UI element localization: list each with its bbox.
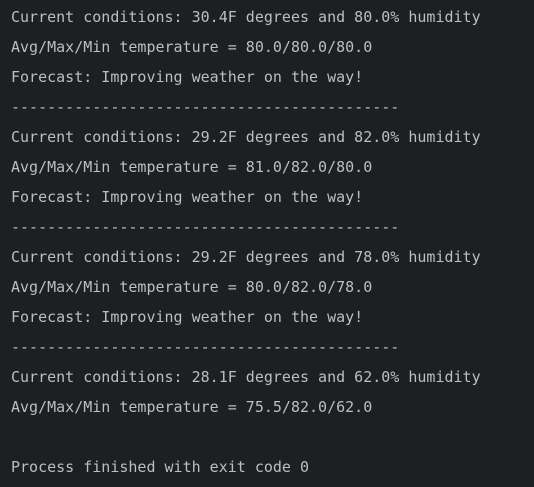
console-line-temperature-stats: Avg/Max/Min temperature = 75.5/82.0/62.0 [11, 398, 373, 416]
console-line-conditions: Current conditions: 29.2F degrees and 78… [11, 248, 481, 266]
console-line-forecast: Forecast: Improving weather on the way! [11, 68, 364, 86]
console-line-temperature-stats: Avg/Max/Min temperature = 80.0/80.0/80.0 [11, 38, 373, 56]
console-line-separator: ----------------------------------------… [11, 338, 400, 356]
console-line-temperature-stats: Avg/Max/Min temperature = 81.0/82.0/80.0 [11, 158, 373, 176]
console-line-conditions: Current conditions: 29.2F degrees and 82… [11, 128, 481, 146]
console-line-forecast: Forecast: Improving weather on the way! [11, 308, 364, 326]
console-line-temperature-stats: Avg/Max/Min temperature = 80.0/82.0/78.0 [11, 278, 373, 296]
console-line-process-exit: Process finished with exit code 0 [11, 458, 310, 476]
console-line-conditions: Current conditions: 28.1F degrees and 62… [11, 368, 481, 386]
console-line-separator: ----------------------------------------… [11, 218, 400, 236]
console-line-conditions: Current conditions: 30.4F degrees and 80… [11, 8, 481, 26]
console-line-forecast: Forecast: Improving weather on the way! [11, 188, 364, 206]
console-blank-line [11, 422, 534, 452]
console-line-separator: ----------------------------------------… [11, 98, 400, 116]
